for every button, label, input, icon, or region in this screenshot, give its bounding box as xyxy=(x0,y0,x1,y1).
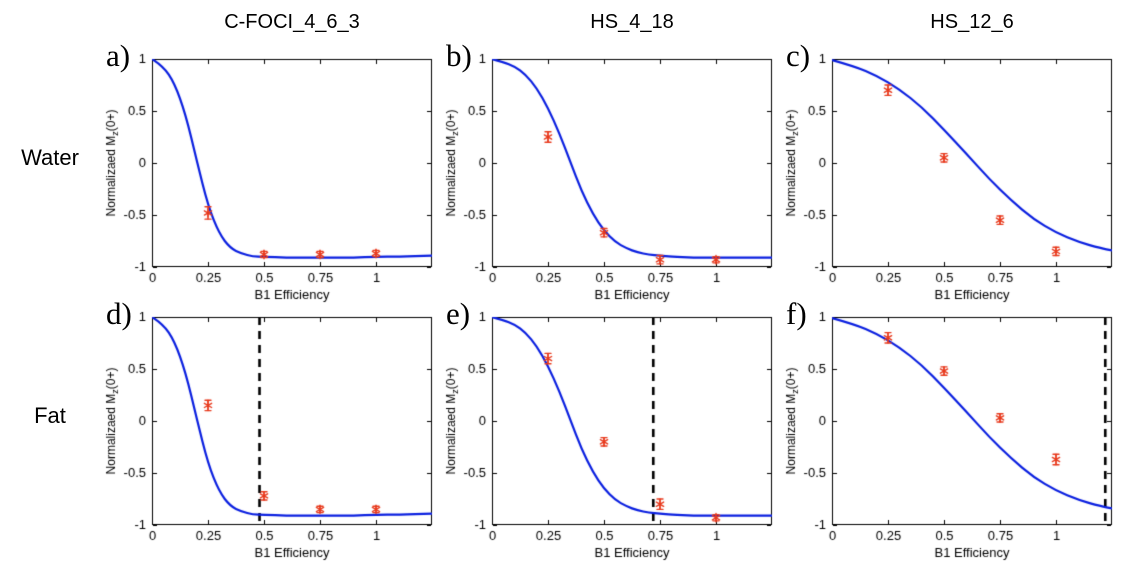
panel-letter-e: e) xyxy=(446,296,471,331)
chart-canvas-b xyxy=(440,47,780,305)
panel-grid: Water a) b) c) Fat d) e) f) xyxy=(0,38,1125,563)
column-title-c-foci-4-6-3: C-FOCI_4_6_3 xyxy=(224,11,360,33)
panel-letter-d: d) xyxy=(106,296,132,331)
header-spacer xyxy=(0,5,100,47)
panel-letter-a: a) xyxy=(106,38,131,73)
chart-canvas-c xyxy=(780,47,1120,305)
row-label-water: Water xyxy=(21,145,79,170)
panel-b: b) xyxy=(440,38,780,305)
column-header-row: C-FOCI_4_6_3 HS_4_18 HS_12_6 xyxy=(0,5,1125,47)
panel-letter-c: c) xyxy=(786,38,811,73)
panel-d: d) xyxy=(100,296,440,563)
chart-canvas-f xyxy=(780,305,1120,563)
chart-canvas-d xyxy=(100,305,440,563)
panel-f: f) xyxy=(780,296,1120,563)
panel-c: c) xyxy=(780,38,1120,305)
column-title-hs-4-18: HS_4_18 xyxy=(590,11,674,33)
row-label-fat: Fat xyxy=(34,403,66,428)
column-title-hs-12-6: HS_12_6 xyxy=(930,11,1014,33)
panel-letter-f: f) xyxy=(786,296,807,331)
panel-a: a) xyxy=(100,38,440,305)
panel-letter-b: b) xyxy=(446,38,472,73)
panel-e: e) xyxy=(440,296,780,563)
chart-canvas-a xyxy=(100,47,440,305)
chart-canvas-e xyxy=(440,305,780,563)
